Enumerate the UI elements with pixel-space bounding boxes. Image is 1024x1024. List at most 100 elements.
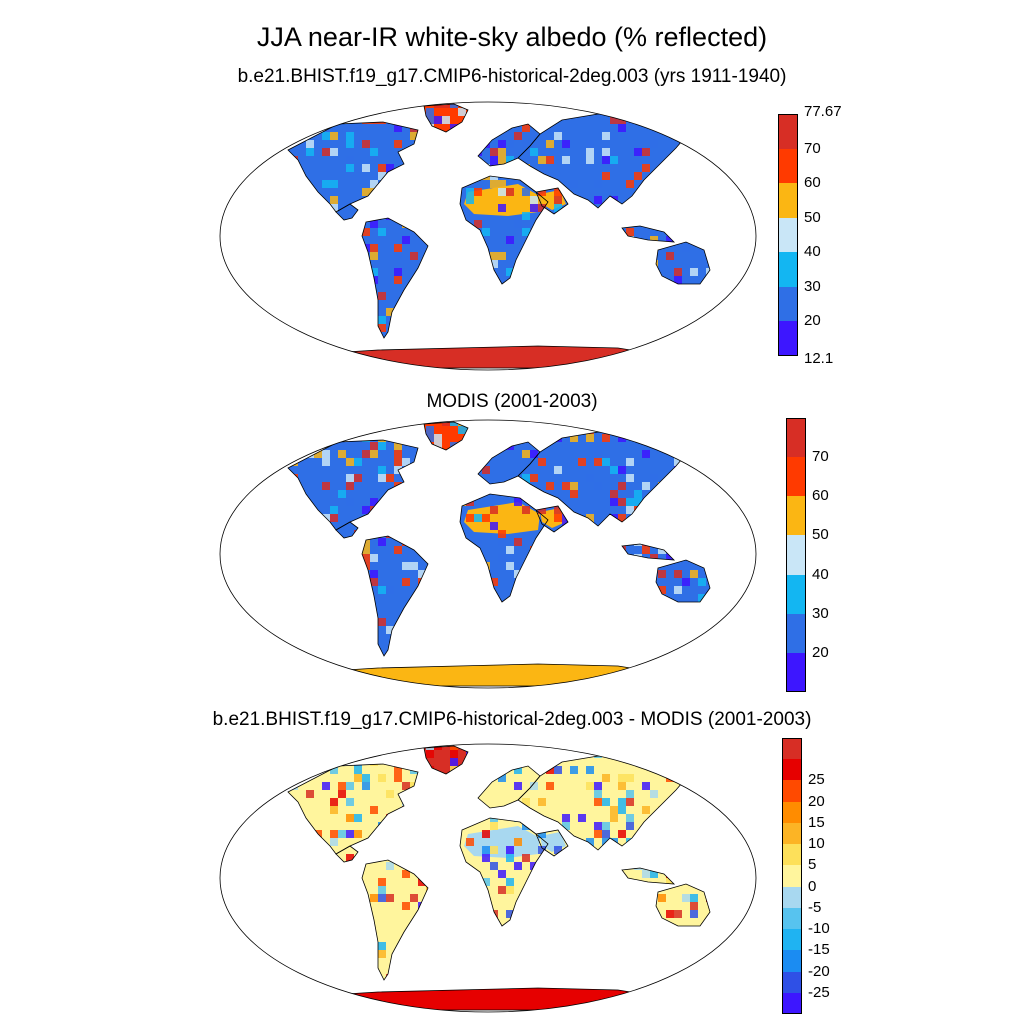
grid-cell — [730, 798, 738, 806]
grid-cell — [650, 474, 658, 482]
grid-cell — [346, 798, 354, 806]
grid-cell — [322, 750, 330, 758]
grid-cell — [562, 482, 570, 490]
grid-cell — [330, 422, 338, 426]
grid-cell — [538, 798, 546, 806]
grid-cell — [626, 814, 634, 822]
grid-cell — [698, 450, 706, 458]
grid-cell — [594, 180, 602, 188]
colorbar-swatch — [786, 535, 806, 575]
grid-cell — [474, 220, 482, 228]
grid-cell — [538, 506, 546, 514]
grid-cell — [682, 442, 690, 450]
grid-cell — [490, 822, 498, 830]
grid-cell — [706, 108, 710, 116]
grid-cell — [674, 650, 682, 656]
colorbar-swatch — [786, 418, 806, 458]
grid-cell — [330, 434, 338, 442]
grid-cell — [434, 442, 442, 450]
grid-cell — [362, 782, 370, 790]
panel-subtitle-difference: b.e21.BHIST.f19_g17.CMIP6-historical-2de… — [212, 709, 812, 730]
colorbar-swatch — [778, 217, 798, 253]
grid-cell — [514, 838, 522, 846]
grid-cell — [298, 426, 306, 434]
colorbar-frame — [782, 738, 802, 1014]
grid-cell — [370, 252, 378, 260]
grid-cell — [578, 814, 586, 822]
grid-cell — [498, 554, 506, 562]
grid-cell — [434, 746, 442, 750]
grid-cell — [706, 124, 710, 132]
grid-cell — [706, 268, 710, 276]
colorbar-tick-label: 70 — [804, 139, 821, 157]
grid-cell — [610, 466, 618, 474]
grid-cell — [570, 490, 578, 498]
grid-cell — [730, 950, 738, 958]
grid-cell — [706, 774, 710, 782]
grid-cell — [714, 458, 722, 466]
grid-cell — [322, 450, 330, 458]
grid-cell — [482, 854, 490, 862]
colorbar-tick-label: 50 — [812, 526, 829, 544]
grid-cell — [306, 790, 314, 798]
grid-cell — [674, 766, 682, 774]
grid-cell — [634, 108, 642, 116]
grid-cell — [538, 830, 546, 838]
grid-cell — [714, 782, 722, 790]
grid-cell — [330, 116, 338, 124]
grid-cell — [514, 220, 522, 228]
grid-cell — [330, 766, 338, 774]
grid-cell — [354, 774, 362, 782]
colorbar-modis: 20 30 40 50 60 70 — [786, 418, 856, 692]
grid-cell — [674, 974, 682, 980]
grid-cell — [522, 474, 530, 482]
grid-cell — [538, 204, 546, 212]
grid-cell — [682, 578, 690, 586]
grid-cell — [530, 782, 538, 790]
grid-cell — [650, 746, 658, 750]
grid-cell — [722, 466, 730, 474]
grid-cell — [346, 422, 354, 426]
grid-cell — [706, 148, 710, 156]
grid-cell — [426, 434, 434, 442]
grid-cell — [498, 156, 506, 164]
grid-cell — [626, 458, 634, 466]
grid-cell — [642, 546, 650, 554]
grid-cell — [378, 442, 386, 450]
grid-cell — [378, 324, 386, 332]
grid-cell — [378, 878, 386, 886]
grid-cell — [730, 148, 738, 156]
grid-cell — [562, 140, 570, 148]
grid-cell — [602, 774, 610, 782]
grid-cell — [434, 116, 442, 124]
desert-sahara — [464, 184, 540, 216]
grid-cell — [346, 498, 354, 506]
grid-cell — [682, 746, 690, 750]
land-indonesia — [622, 226, 674, 242]
grid-cell — [682, 132, 690, 140]
grid-cell — [322, 180, 330, 188]
grid-cell — [498, 886, 506, 894]
grid-cell — [570, 482, 578, 490]
grid-cell — [274, 100, 282, 108]
grid-cell — [498, 538, 506, 546]
grid-cell — [288, 650, 290, 656]
grid-cell — [562, 782, 570, 790]
grid-cell — [322, 458, 330, 466]
grid-cell — [386, 790, 394, 798]
grid-cell — [306, 108, 314, 116]
grid-cell — [714, 332, 722, 340]
grid-cell — [730, 116, 738, 124]
grid-cell — [554, 466, 562, 474]
grid-cell — [258, 316, 266, 324]
grid-cell — [554, 196, 562, 204]
grid-cell — [466, 514, 474, 522]
grid-cell — [634, 490, 642, 498]
grid-cell — [346, 458, 354, 466]
grid-cell — [674, 276, 682, 284]
grid-cell — [434, 434, 442, 442]
grid-cell — [586, 434, 594, 442]
grid-cell — [698, 594, 706, 602]
grid-cell — [506, 268, 514, 276]
grid-cell — [378, 228, 386, 236]
